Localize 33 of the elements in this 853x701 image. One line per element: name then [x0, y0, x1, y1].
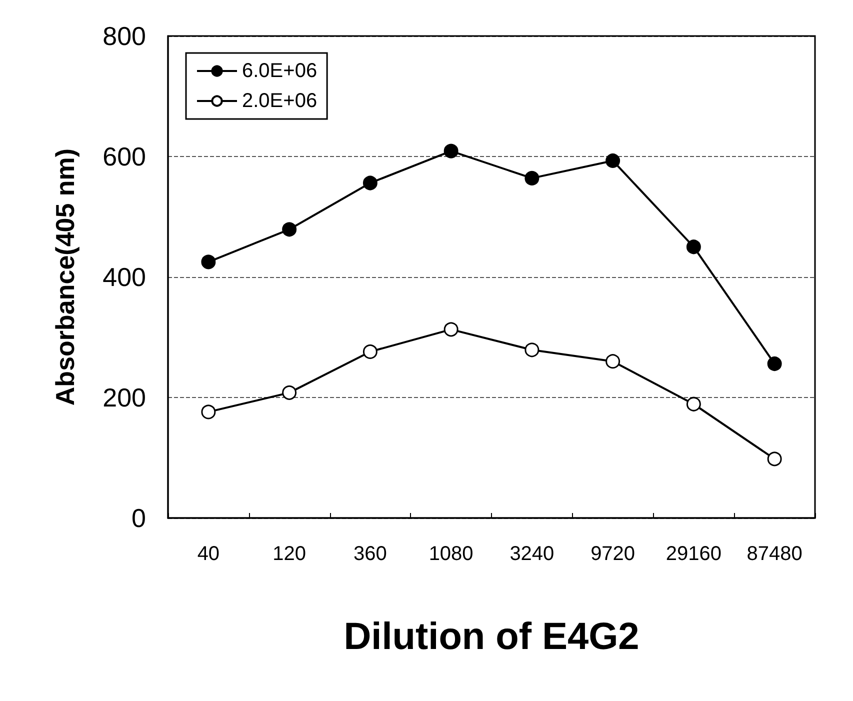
y-tick-label: 400	[102, 262, 146, 292]
point	[362, 344, 378, 359]
point	[524, 342, 540, 358]
x-axis-title: Dilution of E4G2	[344, 616, 640, 658]
y-tick-label: 600	[102, 142, 146, 172]
point	[201, 254, 216, 270]
point	[524, 170, 540, 186]
x-tick-label: 1080	[428, 543, 474, 565]
point	[201, 404, 216, 420]
point	[282, 222, 297, 237]
point	[444, 144, 458, 158]
y-tick-label: 200	[102, 382, 146, 412]
x-tick-label: 120	[272, 543, 306, 565]
point	[606, 354, 620, 369]
point	[767, 452, 782, 466]
point	[686, 240, 701, 254]
point	[686, 396, 701, 412]
x-tick-label: 3240	[510, 543, 554, 565]
x-tick-label: 87480	[746, 543, 802, 565]
x-tick-label: 9720	[590, 543, 636, 565]
y-tick-label: 800	[102, 21, 146, 51]
point	[282, 385, 297, 400]
legend-label: 2.0E+06	[242, 90, 318, 112]
point	[362, 176, 378, 190]
x-tick-label: 40	[197, 543, 220, 565]
point	[767, 356, 782, 372]
x-tick-label: 29160	[666, 543, 722, 565]
point	[606, 153, 620, 168]
y-axis-title: Absorbance(405 nm)	[50, 148, 80, 406]
point	[444, 322, 458, 337]
y-tick-label: 0	[132, 503, 146, 533]
x-tick-label: 360	[354, 543, 387, 565]
legend-label: 6.0E+06	[242, 60, 318, 82]
